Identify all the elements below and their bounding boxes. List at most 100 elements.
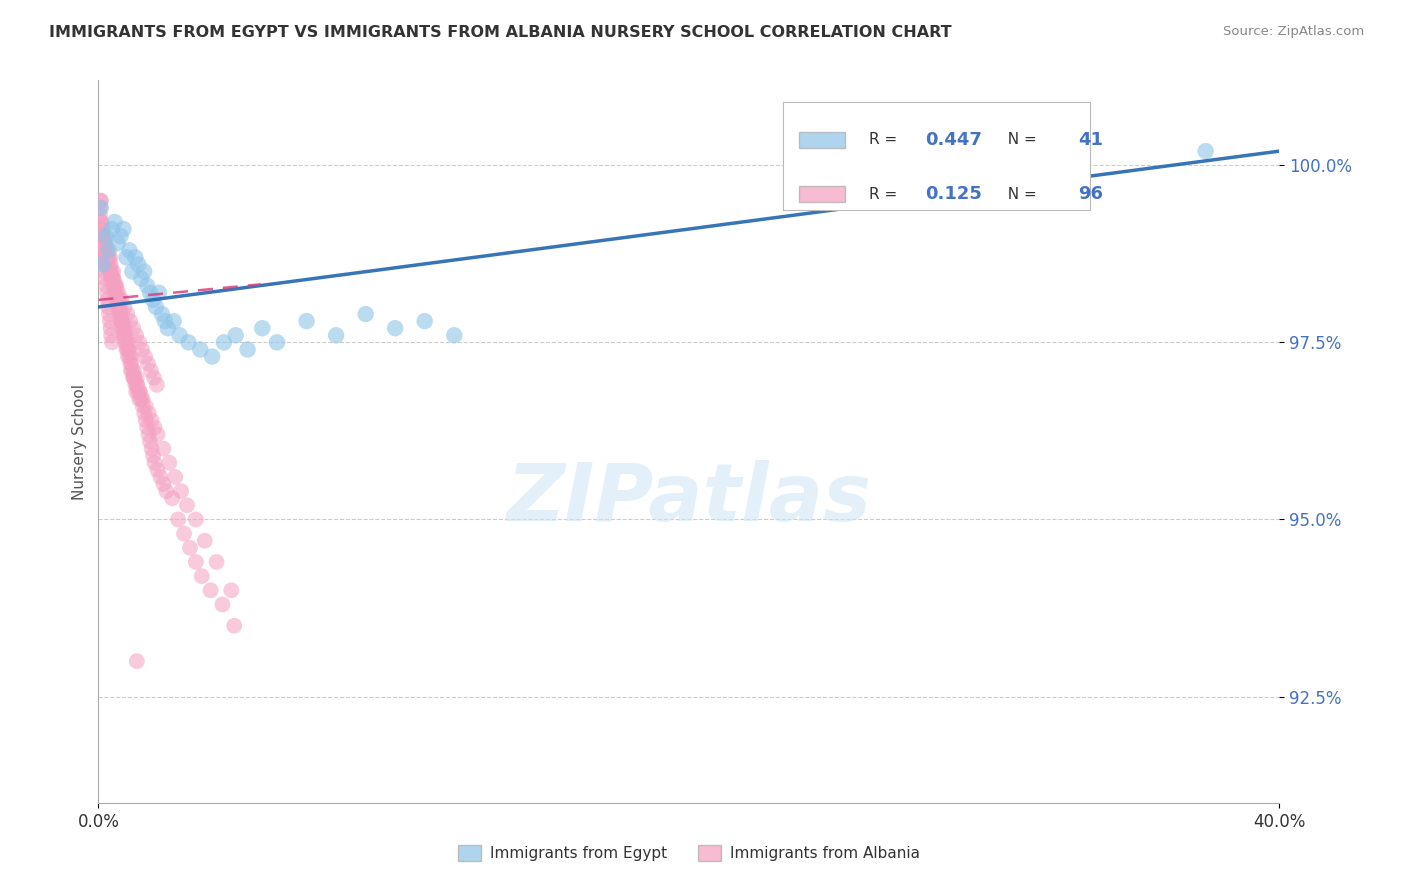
- Point: [93, 264, 115, 278]
- Point: [96, 251, 118, 265]
- Point: [225, 328, 247, 343]
- Point: [91, 251, 114, 265]
- Point: [146, 427, 169, 442]
- Point: [184, 512, 207, 526]
- Point: [120, 357, 142, 371]
- Point: [91, 222, 114, 236]
- Point: [96, 251, 118, 265]
- Legend: Immigrants from Egypt, Immigrants from Albania: Immigrants from Egypt, Immigrants from A…: [451, 839, 927, 867]
- Point: [111, 307, 134, 321]
- Point: [90, 222, 112, 236]
- Point: [93, 236, 115, 251]
- Point: [179, 541, 201, 555]
- Point: [100, 321, 122, 335]
- Point: [93, 229, 115, 244]
- Point: [117, 343, 139, 357]
- Point: [146, 463, 169, 477]
- Point: [125, 654, 148, 668]
- Point: [115, 343, 138, 357]
- Point: [103, 264, 125, 278]
- Point: [128, 335, 150, 350]
- Point: [120, 314, 142, 328]
- Point: [101, 271, 124, 285]
- Point: [165, 470, 187, 484]
- Point: [127, 257, 149, 271]
- Point: [97, 257, 120, 271]
- Point: [205, 555, 228, 569]
- Point: [110, 293, 132, 307]
- Point: [101, 335, 124, 350]
- Point: [114, 328, 136, 343]
- Point: [152, 442, 174, 456]
- Point: [97, 257, 120, 271]
- Point: [115, 335, 138, 350]
- Point: [98, 264, 121, 278]
- Point: [138, 406, 160, 420]
- Point: [97, 244, 120, 258]
- Point: [89, 208, 111, 222]
- Point: [100, 222, 122, 236]
- Point: [135, 399, 157, 413]
- Point: [110, 307, 132, 321]
- Text: ZIPatlas: ZIPatlas: [506, 460, 872, 539]
- Point: [91, 244, 114, 258]
- Point: [90, 194, 112, 208]
- Point: [188, 343, 211, 357]
- Point: [128, 384, 150, 399]
- Point: [145, 300, 167, 314]
- Point: [169, 328, 191, 343]
- Point: [104, 285, 127, 300]
- Point: [354, 307, 377, 321]
- Point: [94, 229, 117, 244]
- Point: [129, 271, 152, 285]
- Point: [105, 293, 128, 307]
- Point: [125, 377, 148, 392]
- Point: [236, 343, 259, 357]
- Point: [295, 314, 318, 328]
- Point: [224, 618, 246, 632]
- Point: [96, 244, 118, 258]
- Point: [211, 598, 233, 612]
- Point: [104, 278, 127, 293]
- Point: [103, 278, 125, 293]
- Point: [128, 392, 150, 406]
- Point: [91, 229, 114, 244]
- Point: [173, 526, 195, 541]
- Point: [114, 335, 136, 350]
- Point: [152, 477, 174, 491]
- Point: [100, 264, 122, 278]
- Point: [108, 300, 131, 314]
- Point: [96, 285, 118, 300]
- Point: [110, 229, 132, 244]
- Point: [156, 321, 179, 335]
- Point: [167, 512, 190, 526]
- Point: [132, 392, 155, 406]
- Point: [121, 264, 143, 278]
- Point: [97, 300, 120, 314]
- Point: [96, 257, 118, 271]
- Point: [98, 264, 121, 278]
- Point: [90, 229, 112, 244]
- Point: [122, 371, 145, 385]
- Point: [89, 236, 111, 251]
- Point: [127, 377, 149, 392]
- Point: [94, 244, 117, 258]
- Point: [104, 285, 127, 300]
- Point: [100, 271, 122, 285]
- Point: [194, 533, 217, 548]
- Point: [115, 251, 138, 265]
- Point: [117, 335, 139, 350]
- Point: [111, 314, 134, 328]
- Point: [121, 357, 143, 371]
- Point: [104, 278, 127, 293]
- Point: [177, 335, 200, 350]
- Point: [107, 236, 129, 251]
- Point: [117, 343, 139, 357]
- Point: [184, 555, 207, 569]
- Point: [114, 321, 136, 335]
- Point: [131, 343, 153, 357]
- Point: [100, 257, 122, 271]
- Point: [128, 384, 150, 399]
- Point: [134, 406, 156, 420]
- Point: [384, 321, 406, 335]
